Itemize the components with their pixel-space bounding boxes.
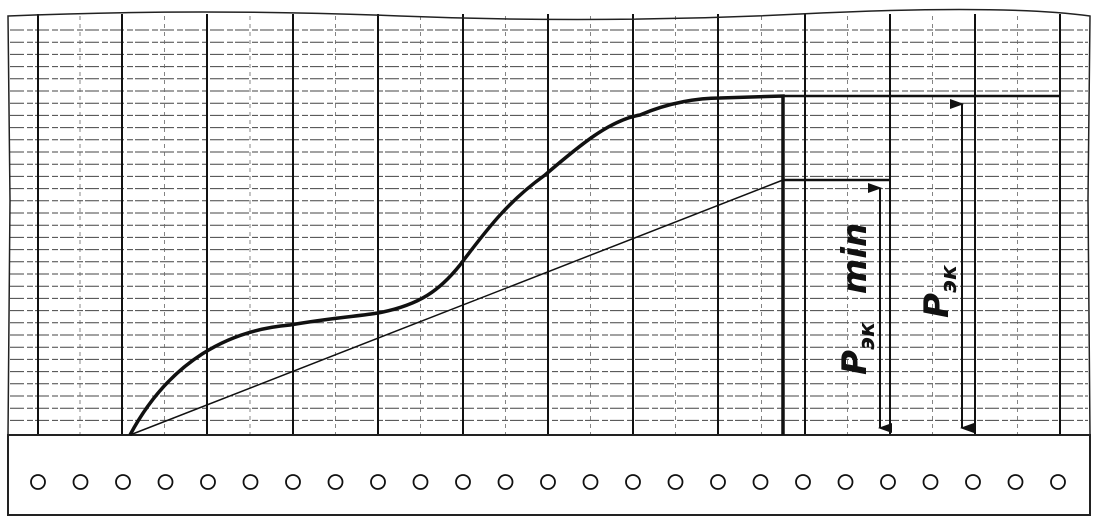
label-sub: эк [855, 321, 880, 350]
hole [200, 474, 216, 490]
hole [285, 474, 301, 490]
paper-edge [7, 8, 1091, 436]
label: Pэк [917, 264, 962, 318]
hole [1007, 474, 1024, 490]
hole [327, 474, 344, 490]
hole [30, 474, 46, 490]
reference-line [129, 179, 784, 436]
hole [710, 474, 726, 490]
label-main: P [917, 293, 957, 318]
perforations [30, 474, 1066, 490]
hole [795, 474, 811, 490]
hole [540, 474, 556, 490]
hole [242, 474, 259, 490]
label: Pэк min [835, 223, 880, 375]
label-main: P [835, 350, 875, 375]
hole [72, 474, 89, 490]
hole [837, 474, 854, 490]
hole [370, 474, 386, 490]
hole [455, 474, 471, 490]
hole [667, 474, 684, 490]
hole [625, 474, 641, 490]
hole [497, 474, 514, 490]
hole [922, 474, 939, 490]
hole [115, 474, 131, 490]
hole [1050, 474, 1066, 490]
hole [880, 474, 896, 490]
hole [752, 474, 769, 490]
label-sub: эк [937, 264, 962, 293]
hole [582, 474, 599, 490]
pressure-curve [128, 94, 785, 436]
grid [10, 14, 1088, 435]
hole [157, 474, 174, 490]
hole [965, 474, 981, 490]
label-suffix: min [835, 223, 875, 294]
perforated-strip [7, 434, 1091, 516]
hole [412, 474, 429, 490]
